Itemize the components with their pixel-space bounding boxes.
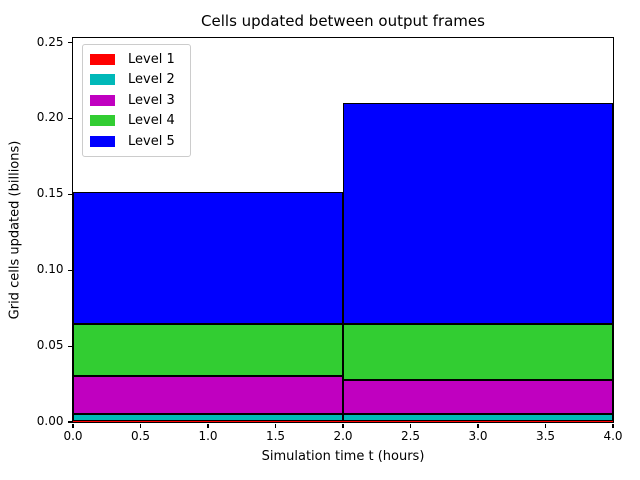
x-tick-mark (409, 423, 412, 428)
bar-segment-level-2 (73, 413, 343, 422)
legend-swatch-icon (90, 74, 115, 86)
legend-swatch-icon (90, 94, 115, 106)
x-tick-mark (207, 423, 209, 428)
x-tick-mark (139, 423, 142, 428)
legend-label: Level 1 (128, 51, 175, 67)
y-tick-mark (67, 193, 72, 195)
legend-item: Level 2 (90, 70, 183, 91)
x-tick-mark (544, 423, 547, 428)
y-tick-mark (67, 345, 72, 347)
x-tick-label: 0.5 (130, 429, 151, 443)
y-tick-mark (67, 41, 72, 44)
legend-swatch-icon (90, 53, 115, 65)
bar-segment-level-3 (73, 375, 343, 414)
bar-segment-level-4 (343, 324, 613, 381)
legend-label: Level 2 (128, 72, 175, 88)
y-tick-label: 0.00 (36, 414, 64, 428)
y-tick-mark (67, 269, 72, 271)
legend-label: Level 4 (128, 113, 175, 129)
legend-item: Level 5 (90, 131, 183, 152)
x-tick-label: 3.0 (468, 429, 488, 443)
legend-item: Level 3 (90, 90, 183, 111)
bar-segment-level-4 (73, 324, 343, 376)
x-axis-label: Simulation time t (hours) (261, 449, 425, 464)
bar-segment-level-5 (343, 102, 613, 325)
bar-segment-level-5 (73, 192, 343, 325)
legend-swatch-icon (90, 135, 115, 147)
y-tick-label: 0.25 (36, 34, 64, 49)
x-tick-mark (612, 423, 614, 428)
y-tick-label: 0.20 (36, 110, 64, 125)
x-tick-mark (342, 423, 344, 428)
x-tick-mark (72, 423, 74, 428)
x-tick-label: 3.5 (535, 429, 556, 443)
y-tick-mark (67, 117, 72, 120)
x-tick-label: 4.0 (603, 429, 623, 443)
legend: Level 1 Level 2 Level 3 Level 4 Level 5 (82, 44, 191, 157)
x-tick-label: 2.0 (333, 429, 353, 443)
legend-item: Level 1 (90, 49, 183, 70)
y-tick-label: 0.05 (36, 338, 64, 353)
x-tick-mark (274, 423, 277, 428)
y-tick-label: 0.10 (36, 262, 64, 277)
legend-item: Level 4 (90, 111, 183, 132)
bar-segment-level-3 (343, 380, 613, 414)
x-tick-label: 0.0 (63, 429, 83, 443)
legend-label: Level 3 (128, 92, 175, 108)
x-tick-mark (477, 423, 479, 428)
legend-swatch-icon (90, 115, 115, 127)
legend-label: Level 5 (128, 133, 175, 149)
chart-title: Cells updated between output frames (201, 12, 485, 30)
x-tick-label: 1.0 (198, 429, 218, 443)
x-tick-label: 1.5 (265, 429, 286, 443)
x-tick-label: 2.5 (400, 429, 421, 443)
y-tick-label: 0.15 (36, 186, 64, 201)
y-tick-mark (67, 421, 72, 423)
